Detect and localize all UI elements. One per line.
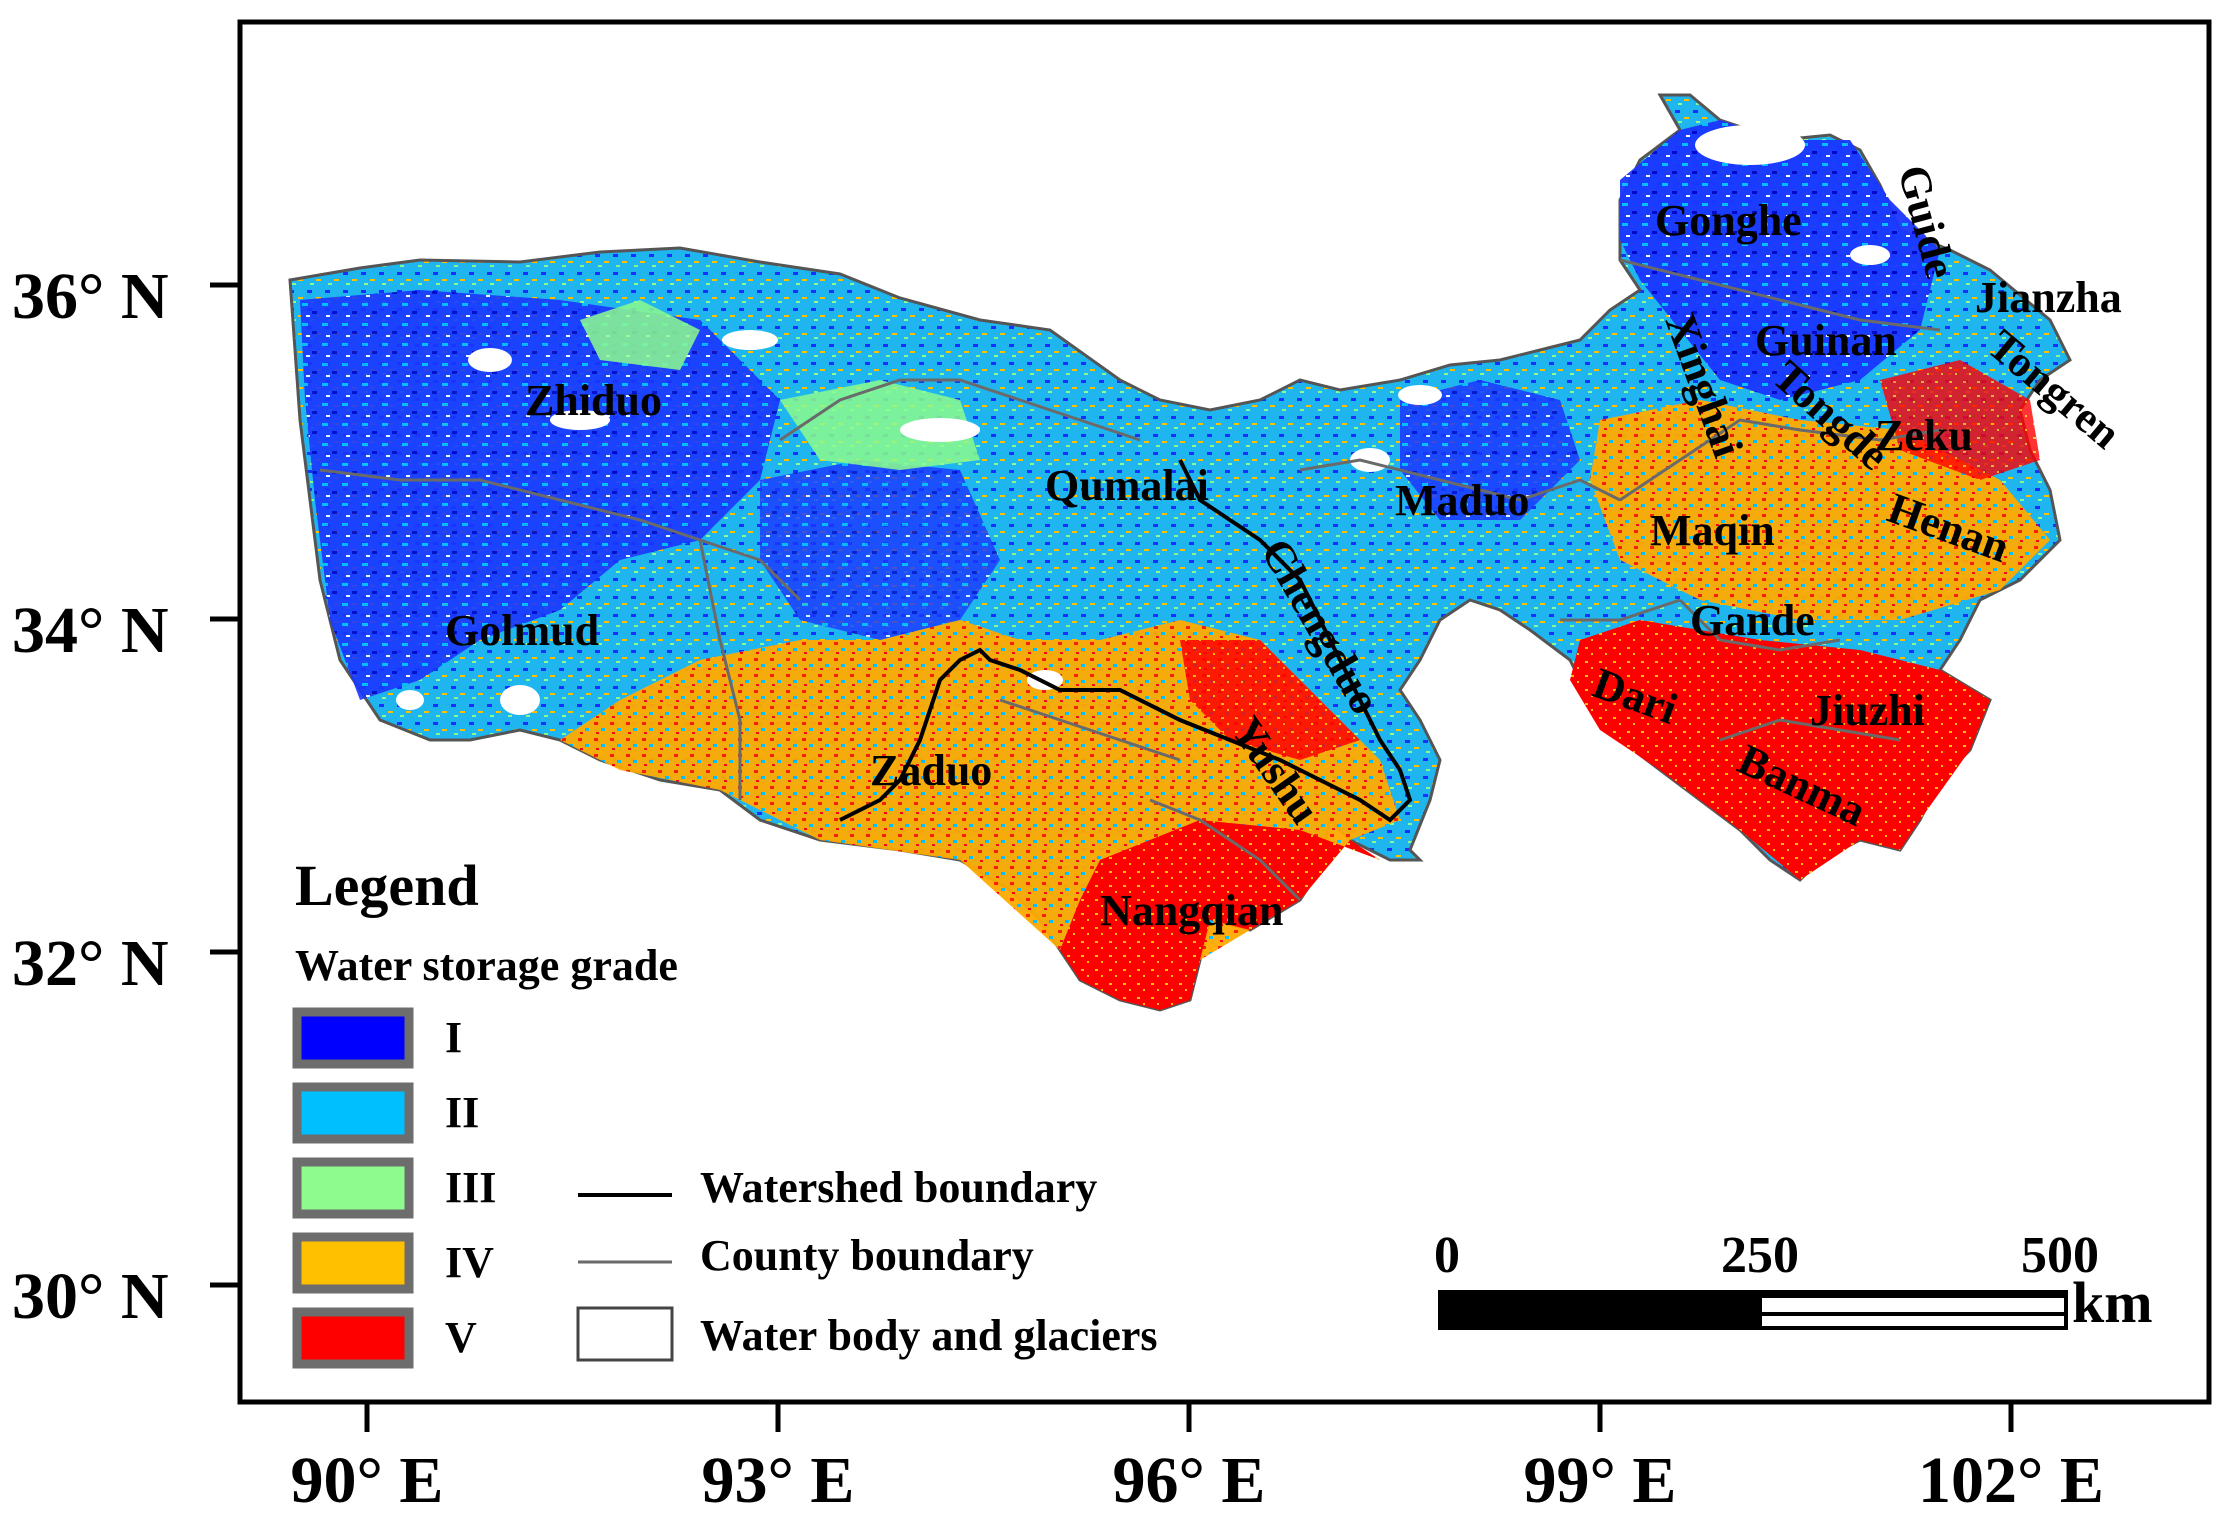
water-body <box>722 330 778 350</box>
legend-title: Legend <box>295 853 479 918</box>
legend-swatch-ii <box>292 1082 414 1144</box>
legend-grade-iii: III <box>292 1157 496 1219</box>
legend-grade-iv: IV <box>292 1232 494 1294</box>
county-boundary-line <box>1560 598 1681 622</box>
water-body <box>1695 125 1805 165</box>
study-region <box>288 93 2072 1012</box>
water-body-swatch <box>576 1306 674 1362</box>
county-label: Maduo <box>1395 476 1529 525</box>
county-label: Golmud <box>445 606 599 655</box>
lon-label: 93° E <box>702 1444 855 1517</box>
scale-tick-label: 0 <box>1434 1227 1460 1284</box>
county-boundary-line <box>1678 598 1841 652</box>
county-label: Zaduo <box>870 746 992 795</box>
scale-bar-white <box>1758 1294 2068 1316</box>
county-boundary-line <box>999 698 1181 762</box>
legend-swatch-iv <box>292 1232 414 1294</box>
county-boundary-line <box>1619 418 1941 502</box>
legend-grade-ii: II <box>292 1082 479 1144</box>
county-label: Jianzha <box>1975 273 2122 322</box>
water-bodies <box>396 125 1890 715</box>
legend-swatch-i <box>292 1007 414 1069</box>
legend-label: III <box>445 1163 496 1212</box>
water-body <box>1850 245 1890 265</box>
county-boundary-line <box>1619 258 1941 332</box>
lat-label: 34° N <box>12 594 169 667</box>
lat-label: 30° N <box>12 1260 169 1333</box>
scale-tick-label: 250 <box>1721 1227 1799 1284</box>
water-body <box>500 685 540 715</box>
grade-iii-zone <box>780 380 980 470</box>
latitude-ticks <box>210 282 240 1288</box>
water-body <box>1398 385 1442 405</box>
lat-label: 32° N <box>12 927 169 1000</box>
county-boundary-line <box>1149 798 1302 902</box>
scale-bar-outline <box>1438 1290 2068 1330</box>
longitude-ticks <box>364 1402 2014 1432</box>
legend-swatch-v <box>292 1307 414 1369</box>
watershed-boundary-line <box>839 459 1413 823</box>
latitude-labels: 36° N 34° N 32° N 30° N <box>12 260 169 1333</box>
longitude-labels: 90° E 93° E 96° E 99° E 102° E <box>291 1444 2104 1517</box>
county-label: Gande <box>1690 596 1815 645</box>
grade-i-central <box>760 460 1000 640</box>
county-label: Zhiduo <box>525 376 662 425</box>
county-label: Qumalai <box>1045 461 1209 510</box>
legend-grade-i: I <box>292 1007 462 1069</box>
county-boundary-line <box>319 468 802 602</box>
lat-label: 36° N <box>12 260 169 333</box>
scale-unit: km <box>2072 1270 2153 1335</box>
legend-subtitle: Water storage grade <box>295 941 678 990</box>
grade-i-maduo <box>1400 380 1580 520</box>
county-label: Maqin <box>1650 506 1775 555</box>
scale-bar-black <box>1438 1290 1762 1330</box>
water-body <box>396 690 424 710</box>
legend-label: V <box>445 1313 477 1362</box>
grade-iii-north <box>580 300 700 370</box>
county-boundary-line <box>698 539 742 800</box>
county-label: Zeku <box>1875 411 1973 460</box>
legend: Legend Water storage grade I II III IV V… <box>292 853 1158 1369</box>
scale-tick-label: 500 <box>2021 1227 2099 1284</box>
legend-label: IV <box>445 1238 494 1287</box>
county-label: Gonghe <box>1655 196 1802 245</box>
legend-label: I <box>445 1013 462 1062</box>
grade-v-henan <box>1880 360 2040 480</box>
grade-v-southeast <box>1570 620 1990 880</box>
county-label: Jiuzhi <box>1810 686 1925 735</box>
grade-i-northeast <box>1620 120 1940 400</box>
lon-label: 96° E <box>1113 1444 1266 1517</box>
scale-bar: 0 250 500 km <box>1434 1227 2153 1335</box>
county-boundary-line <box>1299 458 1621 502</box>
county-boundary-line <box>779 378 1141 442</box>
grade-v-chengduo <box>1180 640 1360 760</box>
lon-label: 102° E <box>1918 1444 2104 1517</box>
grade-v-south <box>1060 820 1380 1010</box>
legend-swatch-iii <box>292 1157 414 1219</box>
lon-label: 99° E <box>1524 1444 1677 1517</box>
county-label: Guinan <box>1755 316 1897 365</box>
water-body <box>468 348 512 372</box>
water-body <box>550 410 610 430</box>
legend-label: Watershed boundary <box>700 1163 1097 1212</box>
county-boundaries <box>319 258 1941 902</box>
county-boundary-line <box>1719 718 1901 742</box>
legend-label: County boundary <box>700 1231 1034 1280</box>
legend-label: Water body and glaciers <box>700 1311 1158 1360</box>
county-label: Nangqian <box>1100 886 1283 935</box>
legend-label: II <box>445 1088 479 1137</box>
legend-grade-v: V <box>292 1307 477 1369</box>
water-body <box>900 418 980 442</box>
lon-label: 90° E <box>291 1444 444 1517</box>
